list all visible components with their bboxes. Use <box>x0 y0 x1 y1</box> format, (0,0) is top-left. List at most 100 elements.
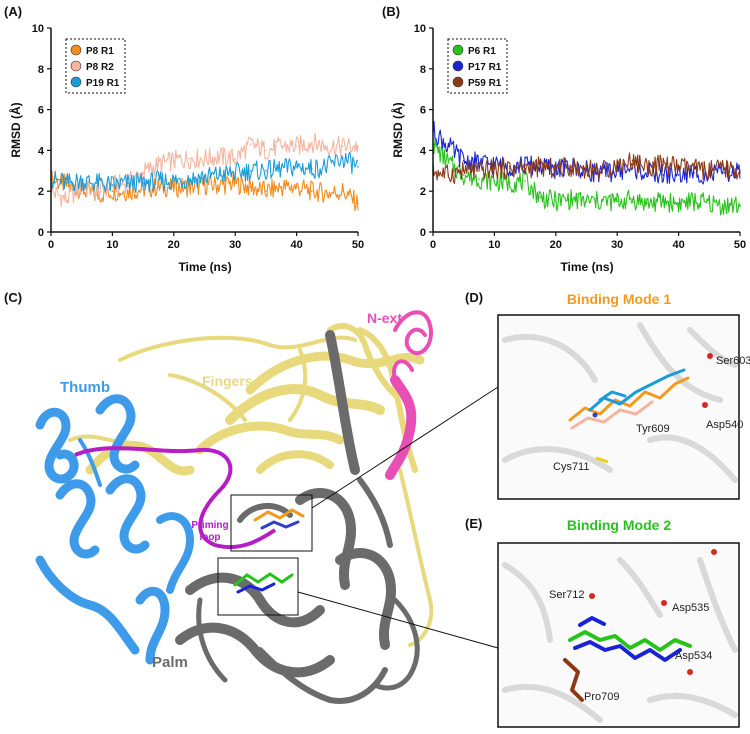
chart-a-legend: P8 R1 P8 R2 P19 R1 <box>65 38 126 94</box>
chart-b-series-point <box>509 168 511 170</box>
priming-loop-label-line-2: loop <box>199 532 220 543</box>
chart-b-series-point <box>524 180 526 182</box>
chart-b-series-point <box>708 202 711 205</box>
binding-mode-2-o-atom-3 <box>687 669 693 675</box>
chart-b-series-point <box>447 145 450 148</box>
chart-a-series-point <box>188 186 190 188</box>
chart-b-y-tick-label: 10 <box>414 23 426 35</box>
thumb-domain <box>35 394 194 665</box>
chart-b-series-point <box>739 204 741 207</box>
chart-b-x-tick-label: 10 <box>488 239 500 251</box>
chart-a-legend-swatch-0 <box>70 44 82 56</box>
chart-b-series-point <box>677 174 680 176</box>
chart-b-series-line-0 <box>432 137 741 216</box>
chart-b-x-tick-label: 30 <box>611 239 623 251</box>
chart-b-series-point <box>462 170 465 172</box>
chart-a-series-point <box>173 159 175 162</box>
chart-a-series-point <box>357 202 359 205</box>
chart-a-series-point <box>234 157 236 160</box>
chart-b-series-point <box>585 200 588 203</box>
palm-domain <box>175 330 420 704</box>
chart-b-series-point <box>570 198 572 201</box>
chart-b-series-point <box>478 178 480 180</box>
chart-b-y-tick-label: 4 <box>420 145 427 157</box>
chart-b-series-point <box>616 200 618 203</box>
residue-label-e-0: Ser712 <box>549 589 584 601</box>
residue-label-d-2: Tyr609 <box>636 423 670 435</box>
chart-b-y-title: RMSD (Å) <box>390 102 405 157</box>
chart-a-series-point <box>311 141 313 143</box>
chart-b-legend-label-0: P6 R1 <box>468 46 496 57</box>
binding-mode-1-ligands <box>568 368 690 430</box>
chart-a-legend-label-2: P19 R1 <box>86 78 120 89</box>
chart-a-series-point <box>280 168 283 170</box>
chart-a-legend-label-1: P8 R2 <box>86 62 114 73</box>
binding-mode-2-panel: Binding Mode 2 Ser712 Asp535 Asp534 Pro7… <box>497 517 740 728</box>
residue-label-d-0: Ser603 <box>716 355 750 367</box>
chart-a-x-tick-label: 20 <box>168 239 180 251</box>
chart-a-series-point <box>295 145 298 148</box>
chart-b-series-group <box>432 120 741 216</box>
chart-b-series-point <box>662 174 665 176</box>
chart-a-series-point <box>96 190 98 192</box>
chart-b-series-point <box>447 161 450 164</box>
chart-a-series-point <box>127 182 129 184</box>
protein-structure: Thumb Fingers N-ext Priming loop Palm <box>35 310 499 704</box>
chart-b-legend-label-2: P59 R1 <box>468 78 502 89</box>
chart-a-series-point <box>127 190 129 192</box>
chart-a-legend-swatch-2 <box>70 76 82 88</box>
chart-b-x-tick-label: 20 <box>550 239 562 251</box>
chart-b-series-point <box>708 170 711 172</box>
palm-label: Palm <box>152 654 188 671</box>
chart-a-series-group <box>50 132 359 212</box>
chart-a-series-point <box>80 180 83 182</box>
chart-b-series-point <box>493 180 496 182</box>
chart-a-series-point <box>265 190 267 192</box>
chart-b-series-point <box>647 202 649 205</box>
chart-b-ticks: 0 10 20 30 40 50 0 2 4 6 8 10 <box>414 23 746 251</box>
chart-a-series-point <box>65 182 68 184</box>
binding-mode-2-o-atom-4 <box>711 549 717 555</box>
panel-label-d: (D) <box>465 290 483 305</box>
chart-a-series-point <box>65 198 68 201</box>
chart-b-series-point <box>631 159 634 162</box>
chart-b-series-point <box>662 163 665 166</box>
chart-b-series-point <box>677 165 680 168</box>
chart-b-series-point <box>677 202 680 205</box>
chart-a-series-point <box>203 157 206 160</box>
chart-b-series-point <box>570 165 572 168</box>
priming-loop <box>74 446 277 550</box>
chart-a-series-point <box>249 186 252 188</box>
chart-b-series-line-1 <box>432 120 741 185</box>
chart-a-series-point <box>357 165 359 168</box>
binding-mode-1-sulfur <box>595 456 609 464</box>
residue-label-e-3: Pro709 <box>584 691 619 703</box>
chart-a-series-point <box>96 194 98 197</box>
chart-b-series-point <box>693 200 695 203</box>
chart-b-x-tick-label: 40 <box>672 239 684 251</box>
binding-mode-1-o-atom-1 <box>707 353 713 359</box>
chart-b-y-tick-label: 6 <box>420 105 426 117</box>
panel-label-b: (B) <box>382 4 400 19</box>
chart-a-series-point <box>295 165 298 168</box>
chart-a-y-title: RMSD (Å) <box>8 102 23 157</box>
chart-a-series-point <box>142 172 144 174</box>
binding-site-ligands <box>233 508 305 594</box>
panel-label-a: (A) <box>4 4 22 19</box>
chart-a-y-tick-label: 0 <box>38 227 44 239</box>
chart-a-y-tick-label: 8 <box>38 64 44 76</box>
rmsd-chart-a: 0 10 20 30 40 50 0 2 4 6 8 10 Time (ns) RMSD (Å) P8… <box>8 23 364 274</box>
chart-a-series-point <box>157 163 160 166</box>
chart-a-series-point <box>111 184 114 186</box>
chart-b-series-point <box>601 200 603 203</box>
residue-label-e-2: Asp534 <box>675 650 712 662</box>
panel-label-c: (C) <box>4 290 22 305</box>
chart-b-legend-swatch-0 <box>452 44 464 56</box>
chart-a-series-point <box>311 168 313 170</box>
chart-a-series-point <box>249 170 252 172</box>
chart-a-ticks: 0 10 20 30 40 50 0 2 4 6 8 10 <box>32 23 364 251</box>
chart-a-series-point <box>280 145 283 148</box>
chart-a-x-tick-label: 40 <box>290 239 302 251</box>
binding-mode-1-backbone <box>502 322 738 483</box>
chart-a-series-point <box>249 143 252 146</box>
